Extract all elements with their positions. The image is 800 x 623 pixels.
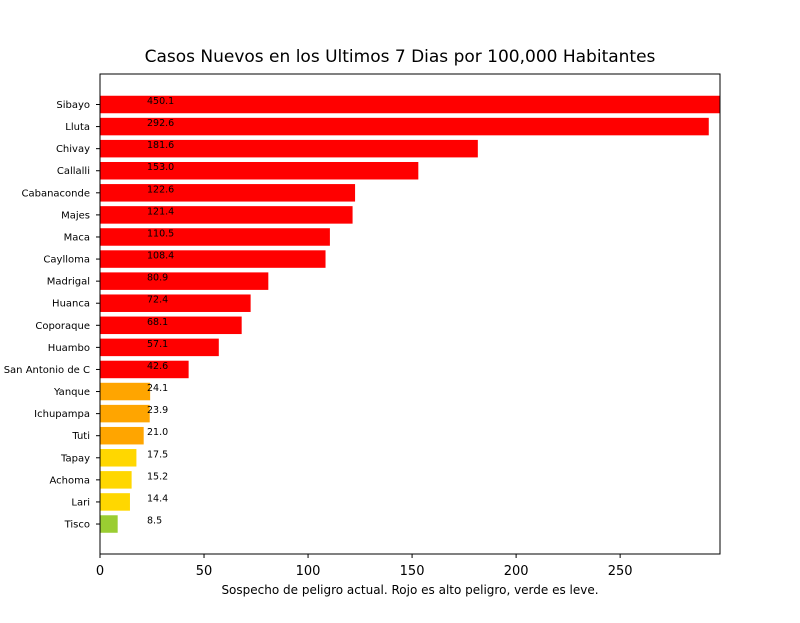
bar xyxy=(100,139,478,158)
category-label: Achoma xyxy=(50,475,91,486)
category-label: Lluta xyxy=(65,122,90,133)
category-label: Callalli xyxy=(57,166,90,177)
category-label: Coporaque xyxy=(35,321,90,332)
value-label: 15.2 xyxy=(147,471,168,482)
x-tick-label: 150 xyxy=(400,564,425,579)
category-label: Caylloma xyxy=(43,255,90,266)
category-label: Majes xyxy=(61,210,90,221)
x-axis-ticks: 0 50 100 150 200 250 xyxy=(96,554,633,579)
bar xyxy=(100,117,709,136)
value-label: 8.5 xyxy=(147,516,162,527)
value-label: 181.6 xyxy=(147,140,174,151)
value-label: 42.6 xyxy=(147,361,168,372)
value-label: 21.0 xyxy=(147,427,168,438)
value-label: 153.0 xyxy=(147,162,174,173)
bar xyxy=(100,360,189,379)
bar xyxy=(100,382,151,401)
x-tick-label: 100 xyxy=(296,564,321,579)
category-label: Sibayo xyxy=(56,100,90,111)
category-label: Madrigal xyxy=(47,277,90,288)
x-tick-label: 200 xyxy=(504,564,529,579)
value-labels: 450.1 292.6 181.6 153.0 122.6 121.4 110.5 108.4… xyxy=(147,96,174,527)
bar xyxy=(100,228,330,246)
x-tick-label: 250 xyxy=(608,564,633,579)
value-label: 57.1 xyxy=(147,339,168,350)
bar xyxy=(100,426,144,445)
value-label: 23.9 xyxy=(147,405,168,416)
category-labels: Sibayo Lluta Chivay Callalli Cabanaconde Maje… xyxy=(4,100,100,531)
value-label: 110.5 xyxy=(147,228,174,239)
category-label: Tapay xyxy=(60,453,90,464)
category-label: Yanque xyxy=(53,387,90,398)
x-tick-label: 50 xyxy=(196,564,213,579)
value-label: 72.4 xyxy=(147,295,168,306)
bar xyxy=(100,184,356,202)
value-label: 68.1 xyxy=(147,317,168,328)
bar xyxy=(100,294,251,312)
value-label: 122.6 xyxy=(147,184,174,195)
value-label: 17.5 xyxy=(147,449,168,460)
bar xyxy=(100,471,132,489)
bar xyxy=(100,404,150,423)
category-label: Lari xyxy=(71,497,90,508)
value-label: 80.9 xyxy=(147,273,168,284)
plot-frame xyxy=(99,73,721,555)
bar xyxy=(100,338,219,357)
bar xyxy=(100,493,130,511)
category-label: Huanca xyxy=(52,299,90,310)
chart-title: Casos Nuevos en los Ultimos 7 Dias por 1… xyxy=(145,47,656,67)
bar xyxy=(100,316,242,335)
bar xyxy=(100,95,720,114)
bar xyxy=(100,272,269,290)
category-label: San Antonio de C xyxy=(4,365,90,376)
category-label: Tuti xyxy=(71,431,90,442)
category-label: Tisco xyxy=(64,520,90,531)
category-label: Ichupampa xyxy=(34,409,90,420)
value-label: 108.4 xyxy=(147,251,174,262)
category-label: Cabanaconde xyxy=(21,188,90,199)
bar xyxy=(100,250,326,268)
value-label: 450.1 xyxy=(147,96,174,107)
value-label: 24.1 xyxy=(147,383,168,394)
bar xyxy=(100,449,137,467)
bar xyxy=(100,515,118,533)
x-tick-label: 0 xyxy=(96,564,104,579)
bars-layer xyxy=(100,95,720,533)
bar xyxy=(100,161,419,180)
x-axis-label: Sospecho de peligro actual. Rojo es alto… xyxy=(221,583,598,597)
value-label: 292.6 xyxy=(147,118,174,129)
category-label: Huambo xyxy=(48,343,90,354)
bar xyxy=(100,206,353,224)
value-label: 14.4 xyxy=(147,493,168,504)
value-label: 121.4 xyxy=(147,206,174,217)
category-label: Maca xyxy=(64,232,90,243)
category-label: Chivay xyxy=(56,144,90,155)
